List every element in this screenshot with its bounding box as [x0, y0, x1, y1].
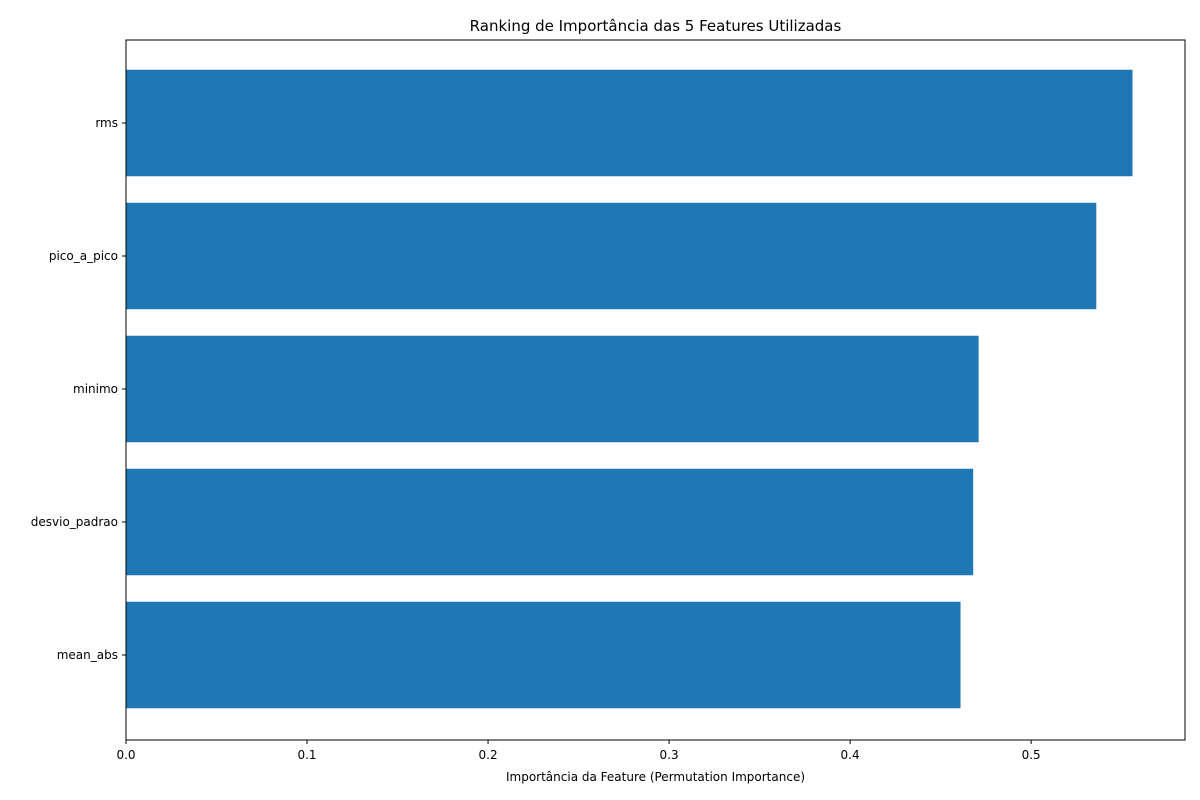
- x-tick-label: 0.3: [660, 748, 679, 762]
- x-tick-label: 0.5: [1022, 748, 1041, 762]
- bars-group: [126, 69, 1133, 709]
- x-tick-label: 0.0: [116, 748, 135, 762]
- y-tick-label: mean_abs: [57, 648, 118, 662]
- x-tick-label: 0.4: [841, 748, 860, 762]
- y-tick-label: rms: [95, 116, 118, 130]
- bar-minimo: [126, 335, 979, 443]
- plot-frame: [125, 39, 1186, 741]
- bar-mean-abs: [126, 601, 961, 709]
- bar-rms: [126, 69, 1133, 177]
- bar-pico-a-pico: [126, 202, 1097, 310]
- x-axis-ticks: 0.0 0.1 0.2 0.3 0.4 0.5: [116, 740, 1041, 762]
- x-tick-label: 0.2: [479, 748, 498, 762]
- chart-title: Ranking de Importância das 5 Features Ut…: [470, 17, 842, 35]
- y-tick-label: minimo: [73, 382, 118, 396]
- y-tick-label: pico_a_pico: [49, 249, 118, 263]
- x-axis-title: Importância da Feature (Permutation Impo…: [506, 770, 805, 784]
- y-tick-label: desvio_padrao: [31, 515, 118, 529]
- x-tick-label: 0.1: [297, 748, 316, 762]
- bar-desvio-padrao: [126, 468, 974, 576]
